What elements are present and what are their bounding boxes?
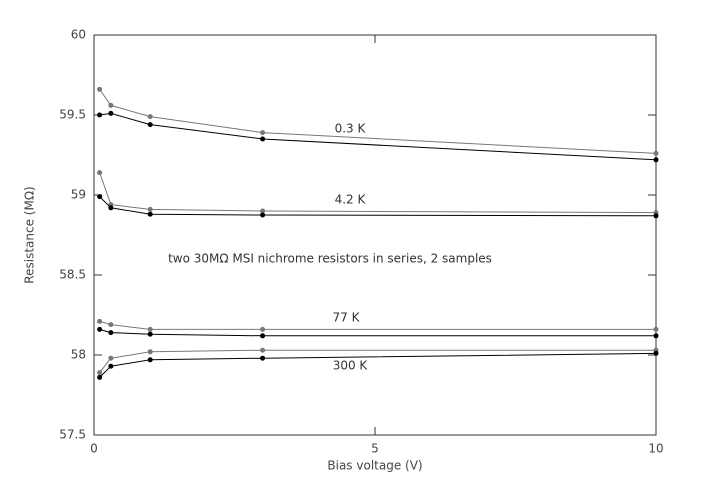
data-point [97, 86, 103, 92]
data-point [653, 333, 659, 339]
data-point [97, 370, 103, 376]
series-line [99, 349, 656, 373]
series-line [99, 352, 657, 378]
annotation: 4.2 K [335, 193, 367, 207]
data-point [108, 363, 114, 369]
y-axis-label: Resistance (MΩ) [23, 186, 37, 283]
data-point [653, 326, 659, 332]
data-point [108, 330, 114, 336]
data-point [147, 206, 153, 212]
y-tick-label: 60 [71, 28, 86, 42]
series-line [99, 89, 657, 154]
data-point [108, 110, 114, 116]
data-point [260, 208, 266, 214]
data-point [97, 318, 103, 324]
data-point [653, 150, 659, 156]
data-point [147, 349, 153, 355]
series-line [99, 328, 656, 337]
data-point [147, 326, 153, 332]
annotation: 0.3 K [335, 122, 367, 136]
plot-frame [93, 34, 657, 436]
x-axis-label: Bias voltage (V) [327, 459, 422, 473]
y-tick-label: 59 [71, 188, 86, 202]
data-point [260, 326, 266, 332]
annotation: two 30MΩ MSI nichrome resistors in serie… [168, 252, 492, 266]
x-tick-label: 10 [648, 442, 663, 456]
data-point [260, 355, 266, 361]
y-tick-label: 59.5 [59, 108, 86, 122]
y-tick-label: 58 [71, 348, 86, 362]
data-point [260, 212, 266, 218]
data-point [653, 213, 659, 219]
data-point [97, 194, 103, 200]
y-tick-label: 58.5 [59, 268, 86, 282]
data-point [147, 357, 153, 363]
data-point [108, 355, 114, 361]
data-point [97, 374, 103, 380]
data-point [260, 333, 266, 339]
data-point [147, 211, 153, 217]
data-point [653, 157, 659, 163]
data-point [653, 350, 659, 356]
data-point [260, 130, 266, 136]
data-point [97, 326, 103, 332]
data-point [108, 322, 114, 328]
data-point [97, 170, 103, 176]
x-tick-label: 0 [90, 442, 98, 456]
y-tick-label: 57.5 [59, 428, 86, 442]
data-point [147, 122, 153, 128]
data-point [147, 114, 153, 120]
series-line [99, 320, 656, 330]
series-line [99, 196, 657, 217]
x-tick-label: 5 [371, 442, 379, 456]
series-line [99, 112, 657, 161]
data-point [108, 102, 114, 108]
data-point [108, 205, 114, 211]
data-point [97, 112, 103, 118]
data-point [147, 331, 153, 337]
annotation: 300 K [333, 359, 369, 373]
data-point [260, 347, 266, 353]
data-point [260, 136, 266, 142]
annotation: 77 K [333, 311, 361, 325]
series-line [99, 172, 657, 214]
